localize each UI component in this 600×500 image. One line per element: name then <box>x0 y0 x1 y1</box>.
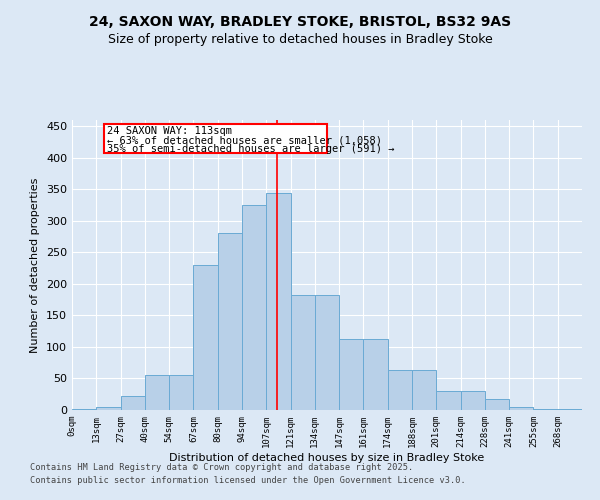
Bar <box>509 407 533 410</box>
Bar <box>242 205 266 410</box>
Bar <box>339 340 364 410</box>
Bar <box>218 234 242 410</box>
Bar <box>485 398 509 410</box>
Bar <box>364 340 388 410</box>
X-axis label: Distribution of detached houses by size in Bradley Stoke: Distribution of detached houses by size … <box>169 452 485 462</box>
Text: 24 SAXON WAY: 113sqm: 24 SAXON WAY: 113sqm <box>107 126 232 136</box>
Bar <box>169 376 193 410</box>
Y-axis label: Number of detached properties: Number of detached properties <box>31 178 40 352</box>
Text: ← 63% of detached houses are smaller (1,058): ← 63% of detached houses are smaller (1,… <box>107 135 382 145</box>
Bar <box>533 408 558 410</box>
Bar <box>72 408 96 410</box>
Bar <box>436 391 461 410</box>
Text: Contains HM Land Registry data © Crown copyright and database right 2025.: Contains HM Land Registry data © Crown c… <box>30 464 413 472</box>
Bar <box>290 296 315 410</box>
Bar <box>412 370 436 410</box>
Text: Contains public sector information licensed under the Open Government Licence v3: Contains public sector information licen… <box>30 476 466 485</box>
Text: 24, SAXON WAY, BRADLEY STOKE, BRISTOL, BS32 9AS: 24, SAXON WAY, BRADLEY STOKE, BRISTOL, B… <box>89 15 511 29</box>
Bar <box>145 376 169 410</box>
Text: 35% of semi-detached houses are larger (591) →: 35% of semi-detached houses are larger (… <box>107 144 395 154</box>
FancyBboxPatch shape <box>104 124 327 153</box>
Bar <box>315 296 339 410</box>
Bar <box>388 370 412 410</box>
Text: Size of property relative to detached houses in Bradley Stoke: Size of property relative to detached ho… <box>107 32 493 46</box>
Bar <box>121 396 145 410</box>
Bar <box>461 391 485 410</box>
Bar <box>96 407 121 410</box>
Bar <box>193 265 218 410</box>
Bar <box>266 192 290 410</box>
